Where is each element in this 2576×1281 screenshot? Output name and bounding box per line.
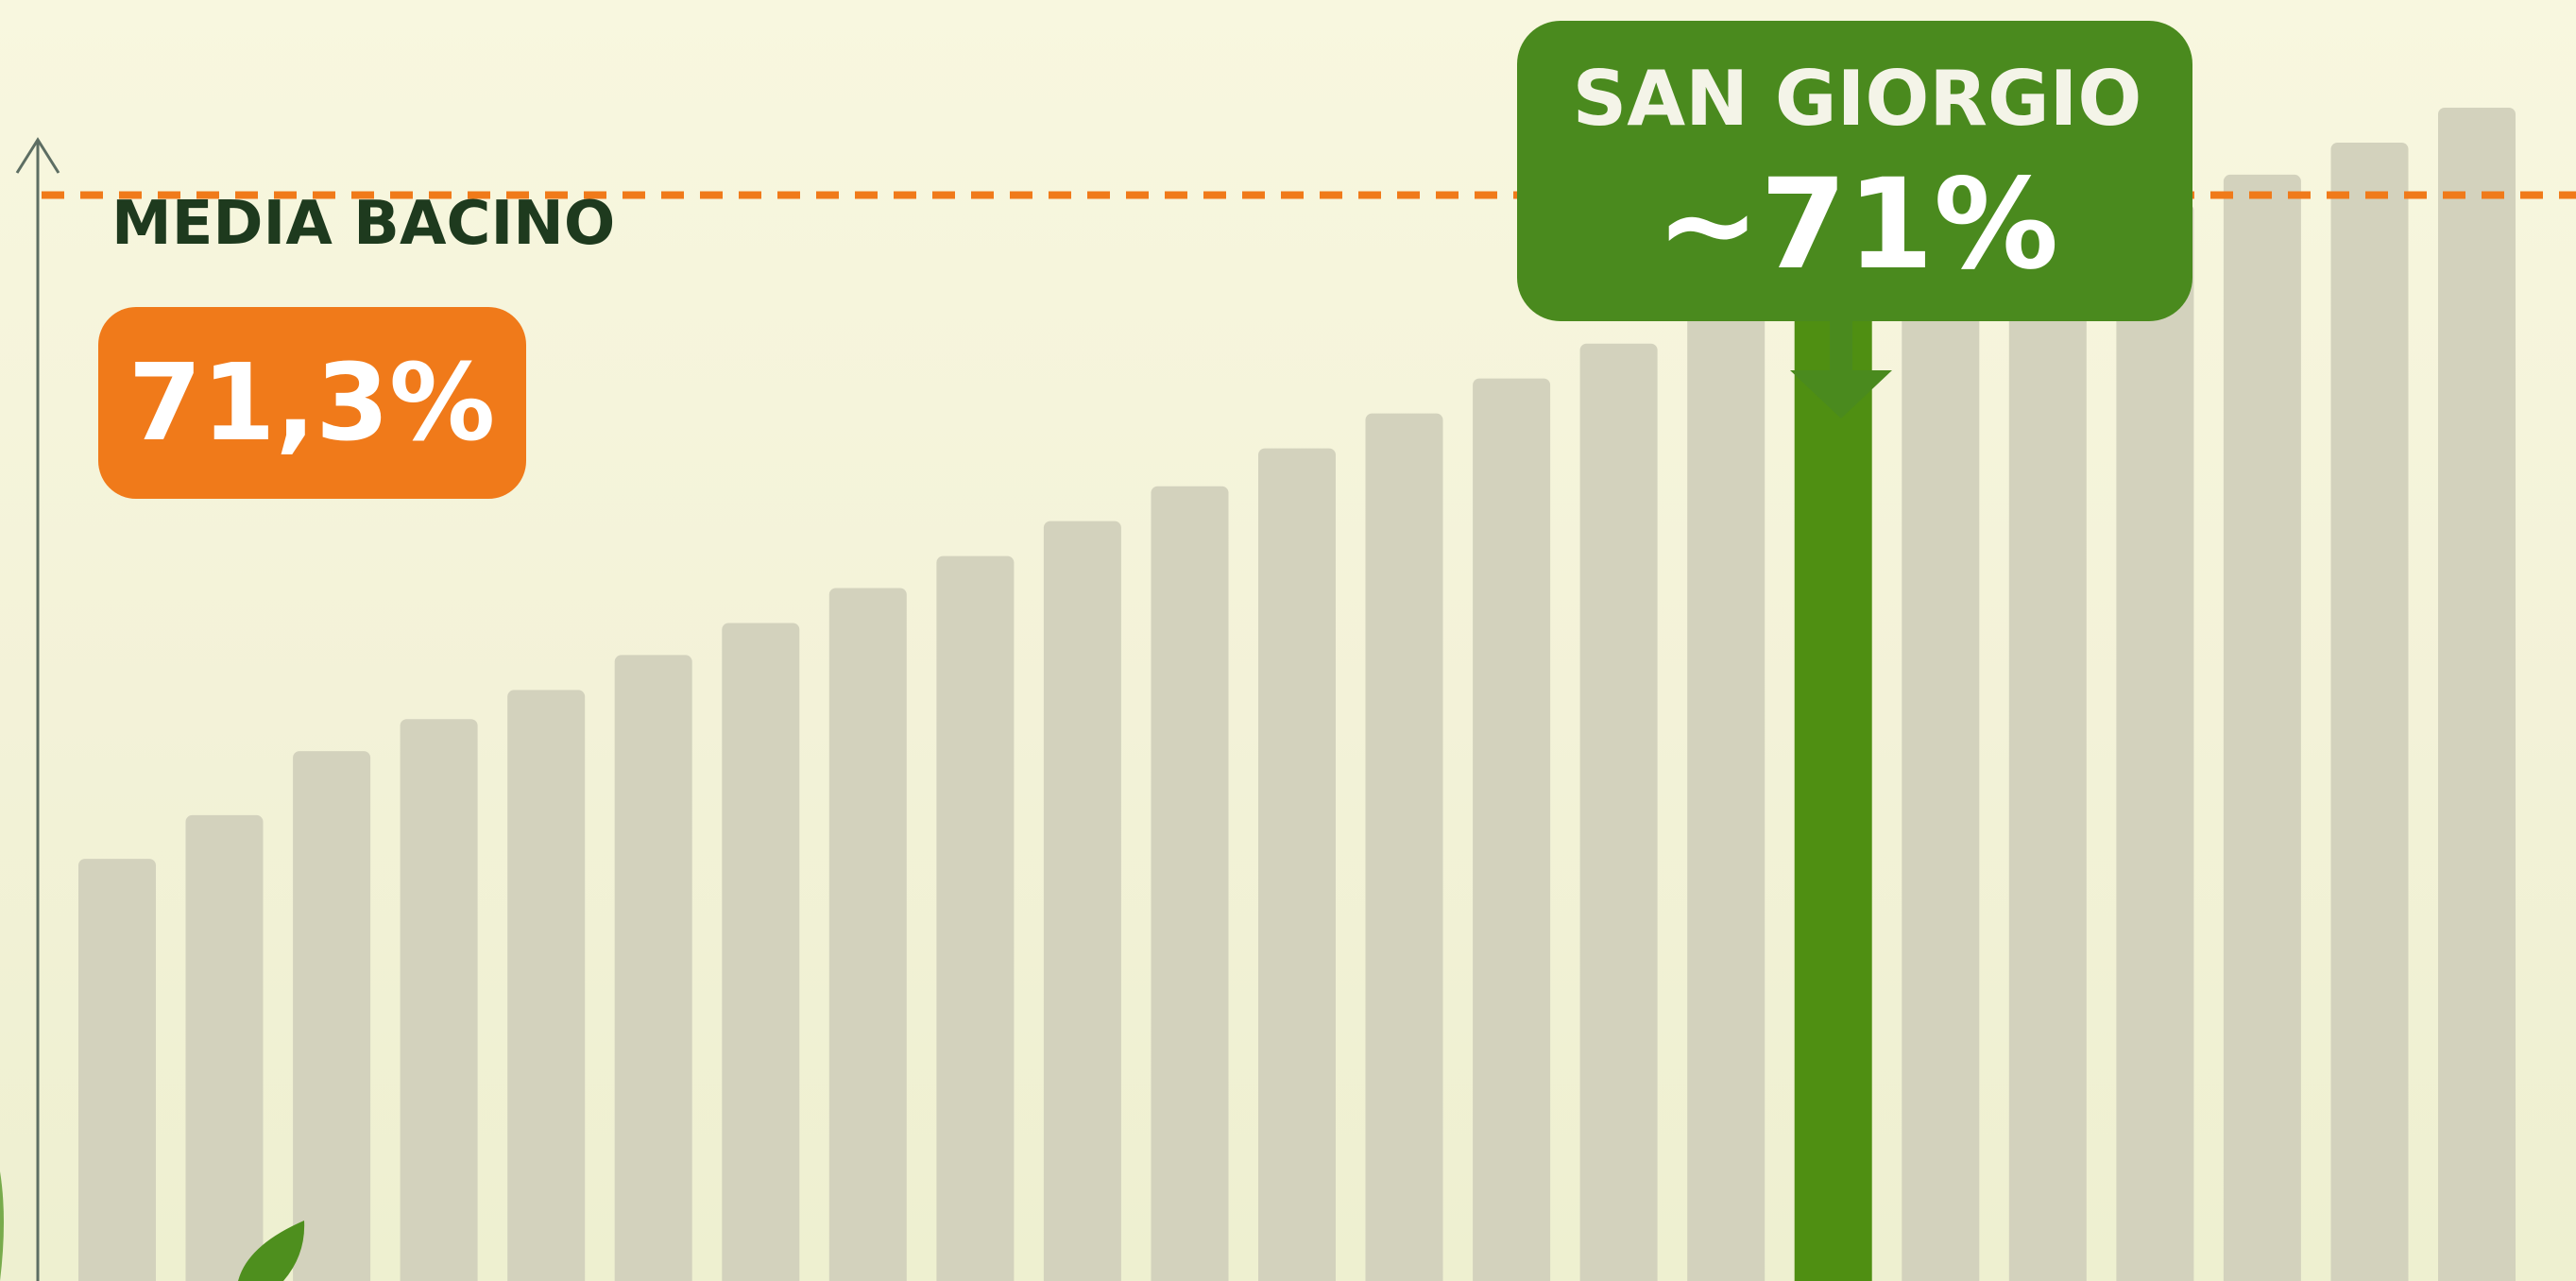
bar bbox=[1365, 413, 1443, 1281]
callout-box bbox=[1517, 21, 2192, 321]
bar bbox=[400, 719, 478, 1281]
callout-arrow-icon bbox=[1790, 319, 1892, 418]
bar bbox=[507, 690, 586, 1281]
y-axis-arrow-icon bbox=[15, 137, 60, 174]
callout-value: ~71% bbox=[1656, 152, 2059, 298]
bar bbox=[2116, 203, 2194, 1281]
bar bbox=[1687, 311, 1766, 1281]
callout-title: SAN GIORGIO bbox=[1573, 55, 2142, 143]
reference-value-label: 71,3% bbox=[128, 342, 496, 465]
bar bbox=[2008, 232, 2087, 1281]
bar bbox=[185, 814, 264, 1281]
bar bbox=[1902, 259, 1980, 1281]
bar bbox=[78, 859, 156, 1281]
bar bbox=[614, 655, 692, 1281]
bar bbox=[2438, 108, 2516, 1281]
bar bbox=[1151, 486, 1229, 1281]
bar bbox=[1579, 343, 1658, 1281]
reference-title: MEDIA BACINO bbox=[111, 189, 615, 259]
bar bbox=[2223, 174, 2301, 1281]
bar bbox=[1043, 521, 1121, 1281]
reference-value-badge bbox=[98, 307, 526, 499]
bar bbox=[828, 588, 907, 1281]
bars-group bbox=[78, 108, 2516, 1281]
bar bbox=[936, 555, 1015, 1281]
bar bbox=[722, 623, 800, 1281]
bar bbox=[293, 751, 371, 1281]
bar bbox=[2330, 143, 2409, 1281]
bar bbox=[1473, 378, 1551, 1281]
leaf-icon bbox=[0, 1171, 305, 1281]
bar bbox=[1258, 448, 1336, 1281]
bar-highlighted bbox=[1794, 203, 1872, 1281]
